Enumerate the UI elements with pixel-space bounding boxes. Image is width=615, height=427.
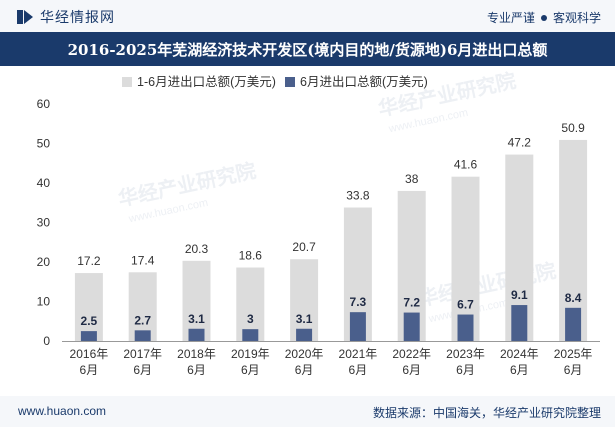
y-tick-label: 20 — [37, 255, 51, 269]
chart-title: 2016-2025年芜湖经济技术开发区(境内目的地/货源地)6月进出口总额 — [67, 40, 548, 59]
footer: www.huaon.com 数据来源：中国海关，华经产业研究院整理 — [0, 396, 615, 427]
bar-june — [296, 328, 313, 341]
axes: 0 10 20 30 40 50 60 — [37, 97, 600, 348]
x-tick-label-month: 6月 — [349, 363, 368, 377]
bar-total — [128, 272, 157, 341]
bar-june — [188, 328, 205, 341]
x-tick-label-year: 2024年 — [500, 347, 539, 361]
bar-total — [451, 176, 480, 341]
watermark-group: 华经产业研究院www.huaon.com华经产业研究院www.huaon.com… — [116, 68, 558, 325]
footer-source: 数据来源：中国海关，华经产业研究院整理 — [372, 406, 601, 420]
legend-label-1: 1-6月进出口总额(万美元) — [137, 75, 276, 89]
y-tick-label: 30 — [37, 216, 51, 230]
chart-area: 华经产业研究院www.huaon.com华经产业研究院www.huaon.com… — [37, 68, 600, 377]
bar-june — [242, 329, 259, 341]
bar-june — [511, 305, 528, 341]
x-tick-label-year: 2022年 — [392, 347, 431, 361]
data-label-june: 7.2 — [403, 296, 420, 310]
data-label-june: 8.4 — [565, 291, 582, 305]
x-tick-label-month: 6月 — [133, 363, 152, 377]
x-tick-label-month: 6月 — [402, 363, 421, 377]
bar-june — [403, 312, 420, 341]
x-tick-label-month: 6月 — [80, 363, 99, 377]
x-tick-label-month: 6月 — [456, 363, 475, 377]
bars — [74, 139, 588, 341]
x-tick-label-year: 2020年 — [285, 347, 324, 361]
data-label-june: 2.5 — [81, 314, 98, 328]
data-label-total: 38 — [405, 172, 419, 186]
bar-june — [565, 307, 582, 341]
chart-title-bar: 2016-2025年芜湖经济技术开发区(境内目的地/货源地)6月进出口总额 — [0, 32, 615, 66]
bar-total — [290, 259, 319, 341]
x-tick-label-year: 2021年 — [339, 347, 378, 361]
bar-total — [236, 267, 265, 341]
bar-june — [80, 331, 97, 341]
slogan-right: 客观科学 — [552, 11, 601, 25]
brand[interactable]: 华经情报网 — [16, 7, 115, 27]
x-tick-label-month: 6月 — [241, 363, 260, 377]
x-tick-label-month: 6月 — [295, 363, 314, 377]
x-tick-label-year: 2019年 — [231, 347, 270, 361]
y-tick-label: 10 — [37, 295, 51, 309]
x-tick-label-year: 2016年 — [70, 347, 109, 361]
y-tick-label: 60 — [37, 97, 51, 111]
x-tick-label-year: 2018年 — [177, 347, 216, 361]
footer-url[interactable]: www.huaon.com — [18, 404, 107, 418]
legend-label-2: 6月进出口总额(万美元) — [300, 75, 428, 89]
data-label-total: 17.2 — [77, 254, 101, 268]
data-label-june: 2.7 — [134, 313, 151, 327]
y-tick-label: 50 — [37, 137, 51, 151]
legend: 1-6月进出口总额(万美元) 6月进出口总额(万美元) — [122, 75, 428, 89]
data-label-total: 50.9 — [561, 121, 585, 135]
data-label-june: 9.1 — [511, 288, 528, 302]
data-label-total: 20.7 — [292, 240, 316, 254]
data-label-total: 33.8 — [346, 188, 370, 202]
data-label-total: 47.2 — [508, 136, 532, 150]
data-label-june: 7.3 — [350, 295, 367, 309]
data-label-total: 17.4 — [131, 253, 155, 267]
bar-june — [134, 330, 151, 341]
huajing-logo-icon — [17, 10, 33, 24]
bullet-dot-icon — [540, 14, 547, 21]
data-label-total: 18.6 — [239, 249, 263, 263]
data-label-june: 3 — [247, 312, 254, 326]
x-tick-label-month: 6月 — [510, 363, 529, 377]
x-tick-label-month: 6月 — [187, 363, 206, 377]
data-labels: 17.2 2.5 2016年 6月 17.4 2.7 2017年 6月 20.3 3.1 2018年… — [70, 121, 593, 377]
legend-swatch-1 — [122, 77, 132, 87]
bar-total — [559, 139, 588, 341]
data-label-total: 20.3 — [185, 242, 209, 256]
y-tick-label: 0 — [43, 334, 50, 348]
top-bar: 华经情报网 专业严谨 客观科学 — [0, 0, 615, 32]
brand-name: 华经情报网 — [40, 9, 115, 25]
data-label-june: 6.7 — [457, 298, 474, 312]
data-label-total: 41.6 — [454, 158, 478, 172]
slogan-left: 专业严谨 — [486, 11, 535, 25]
data-label-june: 3.1 — [188, 312, 205, 326]
x-tick-label-month: 6月 — [564, 363, 583, 377]
bar-june — [457, 314, 474, 341]
y-tick-label: 40 — [37, 176, 51, 190]
bar-total — [182, 260, 211, 341]
x-tick-label-year: 2023年 — [446, 347, 485, 361]
data-label-june: 3.1 — [296, 312, 313, 326]
slogan: 专业严谨 客观科学 — [487, 9, 601, 26]
legend-swatch-2 — [285, 77, 295, 87]
bar-total — [74, 273, 103, 341]
x-tick-label-year: 2017年 — [123, 347, 162, 361]
bar-june — [349, 312, 366, 341]
x-tick-label-year: 2025年 — [554, 347, 593, 361]
